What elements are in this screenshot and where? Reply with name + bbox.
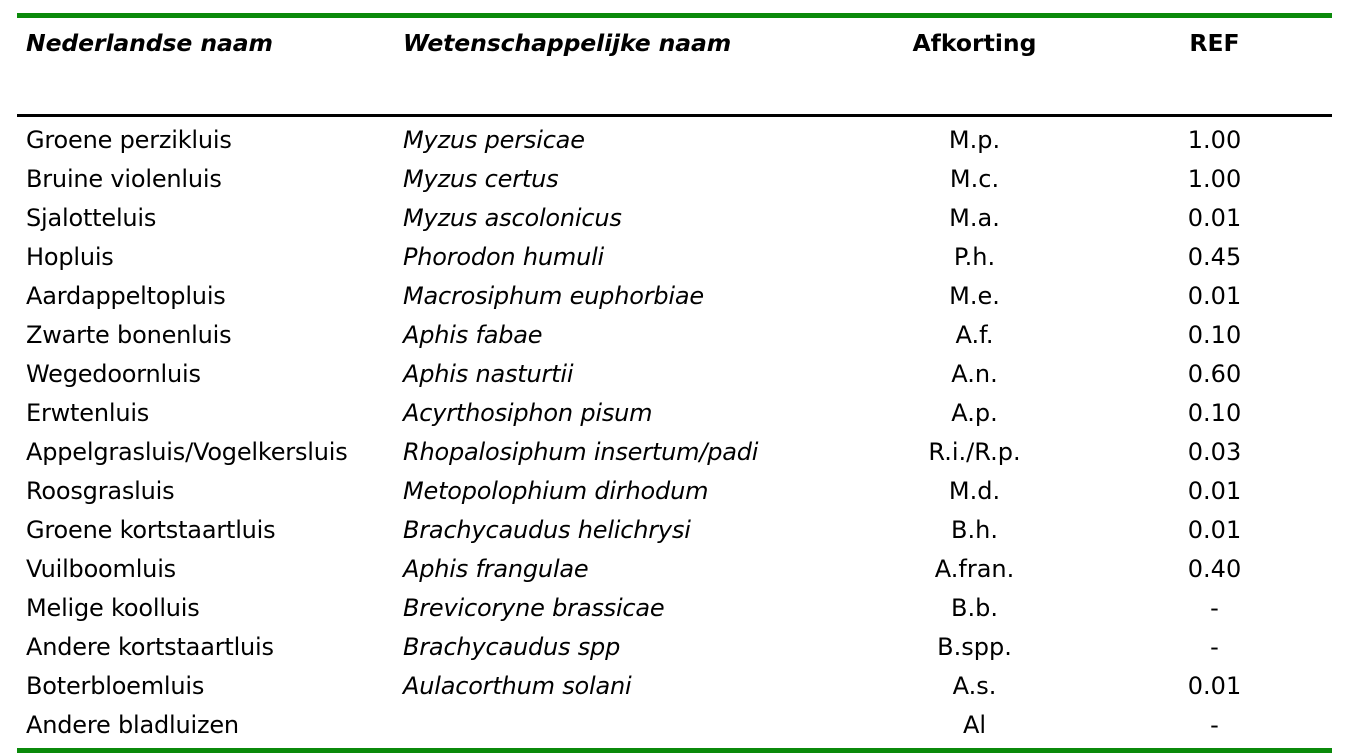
cell-abbreviation: B.spp. [937,632,1012,661]
cell-dutch-name: Melige koolluis [26,593,200,622]
column-header-scientific-name: Wetenschappelijke naam [403,29,732,57]
cell-ref: 1.00 [1187,125,1242,154]
cell-ref: - [1210,593,1219,622]
cell-scientific-name: Macrosiphum euphorbiae [403,281,704,310]
cell-scientific-name: Aphis frangulae [403,554,589,583]
cell-abbreviation: A.fran. [934,554,1015,583]
cell-dutch-name: Vuilboomluis [26,554,176,583]
column-header-abbreviation: Afkorting [912,29,1037,57]
cell-ref: 1.00 [1187,164,1242,193]
cell-abbreviation: M.d. [948,476,1001,505]
cell-dutch-name: Boterbloemluis [26,671,205,700]
column-header-dutch-name: Nederlandse naam [26,29,273,57]
cell-abbreviation: A.f. [955,320,994,349]
cell-dutch-name: Roosgrasluis [26,476,175,505]
table-row: Vuilboomluis Aphis frangulae A.fran. 0.40 [17,549,1332,588]
cell-scientific-name: Myzus persicae [403,125,585,154]
cell-ref: 0.10 [1187,398,1242,427]
cell-ref: - [1210,632,1219,661]
table-body: Groene perzikluis Myzus persicae M.p. 1.00 B… [17,117,1332,744]
cell-abbreviation: B.b. [951,593,998,622]
cell-ref: 0.10 [1187,320,1242,349]
cell-dutch-name: Hopluis [26,242,114,271]
table-row: Groene kortstaartluis Brachycaudus helich… [17,510,1332,549]
table-row: Bruine violenluis Myzus certus M.c. 1.00 [17,159,1332,198]
species-table: Nederlandse naam Wetenschappelijke naam … [17,18,1332,114]
cell-abbreviation: A.s. [952,671,997,700]
cell-ref: 0.01 [1187,515,1242,544]
cell-abbreviation: A.n. [951,359,998,388]
cell-abbreviation: M.a. [949,203,1000,232]
header-row: Nederlandse naam Wetenschappelijke naam … [17,18,1332,60]
column-header-ref: REF [1189,29,1240,57]
cell-dutch-name: Erwtenluis [26,398,150,427]
header-spacer-cell [17,60,397,114]
species-table-body: Groene perzikluis Myzus persicae M.p. 1.00 B… [17,117,1332,744]
cell-ref: 0.01 [1187,671,1242,700]
table-bottom-rule [17,748,1332,753]
cell-dutch-name: Zwarte bonenluis [26,320,232,349]
cell-abbreviation: P.h. [953,242,996,271]
cell-ref: 0.01 [1187,281,1242,310]
cell-ref: 0.01 [1187,476,1242,505]
table-row: Boterbloemluis Aulacorthum solani A.s. 0.01 [17,666,1332,705]
cell-scientific-name: Myzus certus [403,164,559,193]
cell-ref: 0.01 [1187,203,1242,232]
table-row: Appelgrasluis/Vogelkersluis Rhopalosiphum… [17,432,1332,471]
table-row: Hopluis Phorodon humuli P.h. 0.45 [17,237,1332,276]
header-spacer-cell [852,60,1097,114]
cell-scientific-name: Aphis fabae [403,320,543,349]
table-row: Andere bladluizen Al - [17,705,1332,744]
cell-scientific-name: Brevicoryne brassicae [403,593,665,622]
cell-ref: 0.45 [1187,242,1242,271]
cell-scientific-name: Myzus ascolonicus [403,203,622,232]
cell-dutch-name: Bruine violenluis [26,164,222,193]
table-row: Roosgrasluis Metopolophium dirhodum M.d. 0.… [17,471,1332,510]
cell-scientific-name: Rhopalosiphum insertum/padi [403,437,759,466]
cell-ref: - [1210,710,1219,739]
cell-scientific-name: Brachycaudus helichrysi [403,515,691,544]
cell-scientific-name: Metopolophium dirhodum [403,476,709,505]
cell-ref: 0.03 [1187,437,1242,466]
cell-abbreviation: Al [962,710,987,739]
cell-abbreviation: R.i./R.p. [928,437,1021,466]
cell-abbreviation: M.c. [949,164,1000,193]
cell-dutch-name: Groene kortstaartluis [26,515,276,544]
table-header-rule [17,114,1332,117]
cell-dutch-name: Appelgrasluis/Vogelkersluis [26,437,348,466]
table-row: Wegedoornluis Aphis nasturtii A.n. 0.60 [17,354,1332,393]
cell-ref: 0.60 [1187,359,1242,388]
header-spacer [17,60,1332,114]
cell-abbreviation: A.p. [951,398,998,427]
cell-dutch-name: Andere kortstaartluis [26,632,274,661]
cell-dutch-name: Andere bladluizen [26,710,239,739]
cell-abbreviation: B.h. [951,515,998,544]
cell-dutch-name: Wegedoornluis [26,359,201,388]
header-spacer-cell [1097,60,1332,114]
cell-dutch-name: Aardappeltopluis [26,281,226,310]
cell-abbreviation: M.e. [949,281,1000,310]
cell-dutch-name: Groene perzikluis [26,125,232,154]
cell-scientific-name: Acyrthosiphon pisum [403,398,653,427]
table-row: Zwarte bonenluis Aphis fabae A.f. 0.10 [17,315,1332,354]
cell-scientific-name: Phorodon humuli [403,242,605,271]
cell-abbreviation: M.p. [948,125,1001,154]
table-row: Groene perzikluis Myzus persicae M.p. 1.00 [17,117,1332,159]
cell-scientific-name [397,705,852,744]
cell-scientific-name: Aulacorthum solani [403,671,632,700]
table-row: Sjalotteluis Myzus ascolonicus M.a. 0.01 [17,198,1332,237]
table-row: Aardappeltopluis Macrosiphum euphorbiae M.… [17,276,1332,315]
aphid-species-table: Nederlandse naam Wetenschappelijke naam … [17,13,1332,753]
cell-scientific-name: Aphis nasturtii [403,359,574,388]
table-row: Erwtenluis Acyrthosiphon pisum A.p. 0.10 [17,393,1332,432]
cell-scientific-name: Brachycaudus spp [403,632,621,661]
table-row: Melige koolluis Brevicoryne brassicae B.b.… [17,588,1332,627]
table-top-rule [17,13,1332,18]
cell-ref: 0.40 [1187,554,1242,583]
table-row: Andere kortstaartluis Brachycaudus spp B.s… [17,627,1332,666]
table-header: Nederlandse naam Wetenschappelijke naam … [17,18,1332,114]
cell-dutch-name: Sjalotteluis [26,203,157,232]
header-spacer-cell [397,60,852,114]
